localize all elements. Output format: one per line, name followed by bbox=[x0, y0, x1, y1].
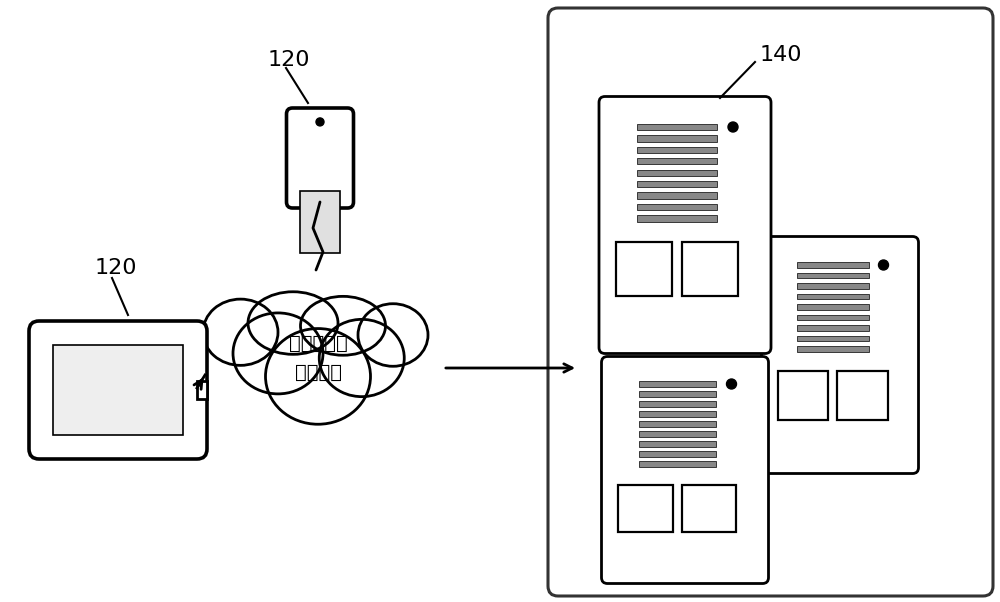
Ellipse shape bbox=[266, 329, 370, 424]
Bar bbox=[637, 216, 717, 222]
FancyBboxPatch shape bbox=[548, 8, 993, 596]
Bar bbox=[796, 304, 869, 310]
Bar bbox=[637, 193, 717, 199]
Bar bbox=[796, 273, 869, 278]
Ellipse shape bbox=[203, 299, 278, 365]
Ellipse shape bbox=[358, 304, 428, 366]
Bar bbox=[796, 346, 869, 352]
Bar bbox=[639, 421, 716, 427]
Bar bbox=[300, 191, 340, 253]
Bar bbox=[197, 381, 207, 399]
Bar bbox=[639, 462, 716, 467]
Circle shape bbox=[879, 260, 889, 270]
Text: 有线网络或: 有线网络或 bbox=[289, 334, 347, 353]
Bar bbox=[682, 485, 736, 532]
Text: 无线网络: 无线网络 bbox=[294, 362, 342, 382]
Bar bbox=[637, 170, 717, 176]
FancyBboxPatch shape bbox=[762, 237, 918, 474]
Bar bbox=[616, 242, 672, 296]
Bar bbox=[637, 204, 717, 210]
Bar bbox=[637, 147, 717, 153]
Ellipse shape bbox=[233, 313, 323, 394]
Ellipse shape bbox=[319, 319, 404, 397]
Bar bbox=[639, 391, 716, 397]
Bar bbox=[637, 158, 717, 164]
FancyBboxPatch shape bbox=[599, 96, 771, 353]
Text: 120: 120 bbox=[268, 50, 310, 70]
Text: 140: 140 bbox=[760, 45, 802, 65]
Circle shape bbox=[726, 379, 736, 389]
Text: 120: 120 bbox=[95, 258, 138, 278]
Bar bbox=[796, 315, 869, 320]
Ellipse shape bbox=[300, 296, 386, 355]
Bar bbox=[796, 262, 869, 268]
Bar bbox=[682, 242, 738, 296]
Bar bbox=[796, 325, 869, 331]
Bar bbox=[637, 135, 717, 141]
Bar bbox=[637, 181, 717, 187]
Bar bbox=[639, 441, 716, 447]
FancyBboxPatch shape bbox=[602, 356, 768, 583]
Bar bbox=[778, 371, 828, 420]
Ellipse shape bbox=[248, 292, 338, 355]
Bar bbox=[639, 411, 716, 417]
Bar bbox=[637, 124, 717, 130]
Circle shape bbox=[316, 118, 324, 126]
Circle shape bbox=[728, 122, 738, 132]
Bar bbox=[639, 452, 716, 457]
Bar bbox=[837, 371, 888, 420]
Bar bbox=[53, 345, 183, 435]
Bar bbox=[618, 485, 673, 532]
Bar bbox=[796, 283, 869, 289]
FancyBboxPatch shape bbox=[287, 108, 354, 208]
Bar bbox=[639, 381, 716, 386]
Bar bbox=[796, 335, 869, 341]
Bar bbox=[796, 294, 869, 299]
Bar bbox=[639, 402, 716, 407]
FancyBboxPatch shape bbox=[29, 321, 207, 459]
Bar bbox=[639, 432, 716, 437]
